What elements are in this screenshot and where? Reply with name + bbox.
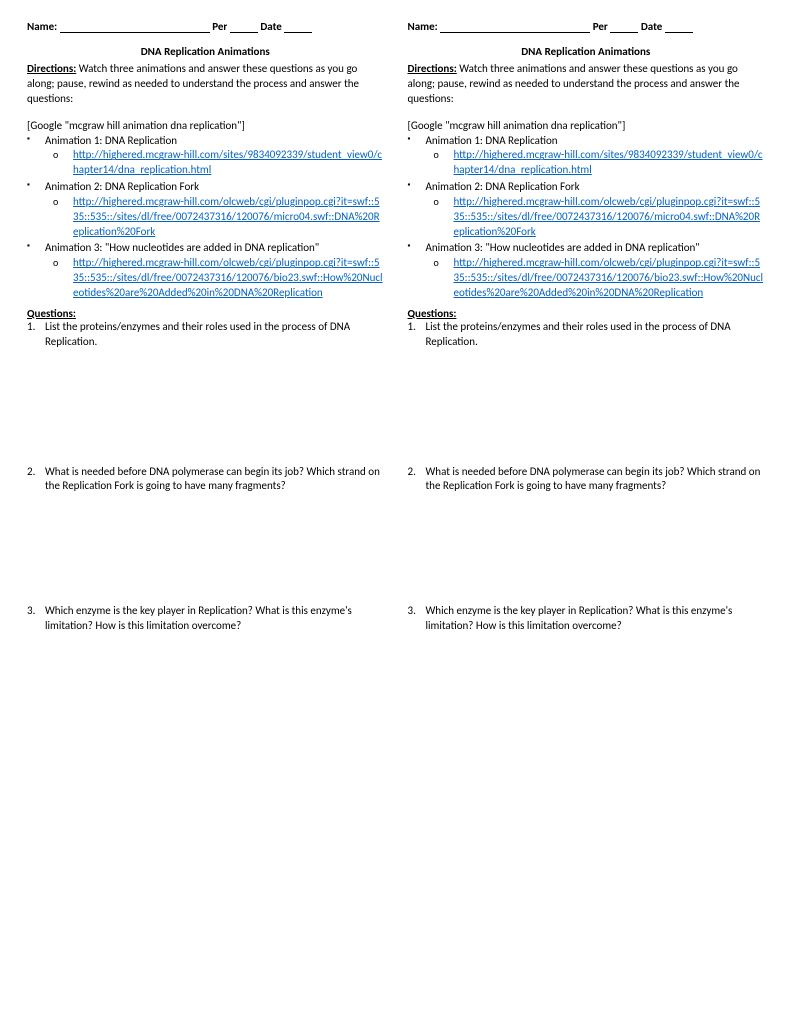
question-text: List the proteins/enzymes and their role… bbox=[45, 320, 350, 348]
questions-list: 1. List the proteins/enzymes and their ro… bbox=[27, 320, 384, 634]
animation-link-item: http://highered.mcgraw-hill.com/sites/98… bbox=[454, 148, 765, 178]
animation-list: Animation 1: DNA Replication http://high… bbox=[408, 134, 765, 301]
animation-link-item: http://highered.mcgraw-hill.com/sites/98… bbox=[73, 148, 384, 178]
name-label: Name: bbox=[408, 20, 438, 33]
questions-list: 1. List the proteins/enzymes and their ro… bbox=[408, 320, 765, 634]
question-item: 1.List the proteins/enzymes and their ro… bbox=[45, 320, 384, 350]
animation-link[interactable]: http://highered.mcgraw-hill.com/olcweb/c… bbox=[454, 195, 761, 238]
animation-link-item: http://highered.mcgraw-hill.com/olcweb/c… bbox=[73, 256, 384, 301]
animation-label: Animation 2: DNA Replication Fork bbox=[45, 180, 199, 193]
question-number: 2. bbox=[408, 465, 416, 480]
animation-label: Animation 3: "How nucleotides are added … bbox=[45, 241, 319, 254]
question-text: Which enzyme is the key player in Replic… bbox=[45, 604, 352, 632]
animation-item: Animation 2: DNA Replication Fork http:/… bbox=[45, 180, 384, 239]
date-blank bbox=[665, 21, 693, 33]
animation-item: Animation 2: DNA Replication Fork http:/… bbox=[426, 180, 765, 239]
animation-item: Animation 3: "How nucleotides are added … bbox=[426, 241, 765, 300]
name-blank bbox=[60, 21, 210, 33]
per-label: Per bbox=[212, 20, 227, 33]
name-blank bbox=[440, 21, 590, 33]
name-label: Name: bbox=[27, 20, 57, 33]
animation-link[interactable]: http://highered.mcgraw-hill.com/sites/98… bbox=[454, 148, 763, 176]
per-blank bbox=[610, 21, 638, 33]
question-item: 1.List the proteins/enzymes and their ro… bbox=[426, 320, 765, 350]
header-line: Name: Per Date bbox=[408, 20, 765, 33]
worksheet-title: DNA Replication Animations bbox=[27, 45, 384, 58]
question-number: 1. bbox=[27, 320, 35, 335]
per-blank bbox=[230, 21, 258, 33]
google-hint: [Google "mcgraw hill animation dna repli… bbox=[27, 119, 384, 132]
question-item: 2.What is needed before DNA polymerase c… bbox=[45, 465, 384, 495]
animation-link-item: http://highered.mcgraw-hill.com/olcweb/c… bbox=[454, 256, 765, 301]
animation-link[interactable]: http://highered.mcgraw-hill.com/sites/98… bbox=[73, 148, 382, 176]
date-label: Date bbox=[260, 20, 281, 33]
animation-link-item: http://highered.mcgraw-hill.com/olcweb/c… bbox=[73, 195, 384, 240]
animation-link[interactable]: http://highered.mcgraw-hill.com/olcweb/c… bbox=[73, 256, 383, 299]
animation-label: Animation 2: DNA Replication Fork bbox=[426, 180, 580, 193]
directions-label: Directions: bbox=[27, 62, 76, 75]
question-item: 3.Which enzyme is the key player in Repl… bbox=[45, 604, 384, 634]
question-number: 3. bbox=[27, 604, 35, 619]
question-number: 2. bbox=[27, 465, 35, 480]
per-label: Per bbox=[593, 20, 608, 33]
google-hint: [Google "mcgraw hill animation dna repli… bbox=[408, 119, 765, 132]
animation-label: Animation 1: DNA Replication bbox=[45, 134, 177, 147]
question-text: What is needed before DNA polymerase can… bbox=[426, 465, 761, 493]
animation-link-item: http://highered.mcgraw-hill.com/olcweb/c… bbox=[454, 195, 765, 240]
question-text: List the proteins/enzymes and their role… bbox=[426, 320, 731, 348]
question-text: What is needed before DNA polymerase can… bbox=[45, 465, 380, 493]
directions: Directions: Watch three animations and a… bbox=[27, 62, 384, 107]
right-column: Name: Per Date DNA Replication Animation… bbox=[396, 20, 777, 1004]
animation-list: Animation 1: DNA Replication http://high… bbox=[27, 134, 384, 301]
directions-text: Watch three animations and answer these … bbox=[27, 62, 359, 105]
date-label: Date bbox=[641, 20, 662, 33]
question-number: 1. bbox=[408, 320, 416, 335]
question-number: 3. bbox=[408, 604, 416, 619]
date-blank bbox=[284, 21, 312, 33]
directions: Directions: Watch three animations and a… bbox=[408, 62, 765, 107]
questions-label: Questions: bbox=[27, 307, 384, 320]
question-item: 3.Which enzyme is the key player in Repl… bbox=[426, 604, 765, 634]
animation-link[interactable]: http://highered.mcgraw-hill.com/olcweb/c… bbox=[454, 256, 764, 299]
animation-label: Animation 3: "How nucleotides are added … bbox=[426, 241, 700, 254]
directions-text: Watch three animations and answer these … bbox=[408, 62, 740, 105]
animation-item: Animation 3: "How nucleotides are added … bbox=[45, 241, 384, 300]
animation-item: Animation 1: DNA Replication http://high… bbox=[426, 134, 765, 179]
question-item: 2.What is needed before DNA polymerase c… bbox=[426, 465, 765, 495]
animation-link[interactable]: http://highered.mcgraw-hill.com/olcweb/c… bbox=[73, 195, 380, 238]
left-column: Name: Per Date DNA Replication Animation… bbox=[15, 20, 396, 1004]
directions-label: Directions: bbox=[408, 62, 457, 75]
animation-item: Animation 1: DNA Replication http://high… bbox=[45, 134, 384, 179]
animation-label: Animation 1: DNA Replication bbox=[426, 134, 558, 147]
header-line: Name: Per Date bbox=[27, 20, 384, 33]
worksheet-title: DNA Replication Animations bbox=[408, 45, 765, 58]
questions-label: Questions: bbox=[408, 307, 765, 320]
question-text: Which enzyme is the key player in Replic… bbox=[426, 604, 733, 632]
